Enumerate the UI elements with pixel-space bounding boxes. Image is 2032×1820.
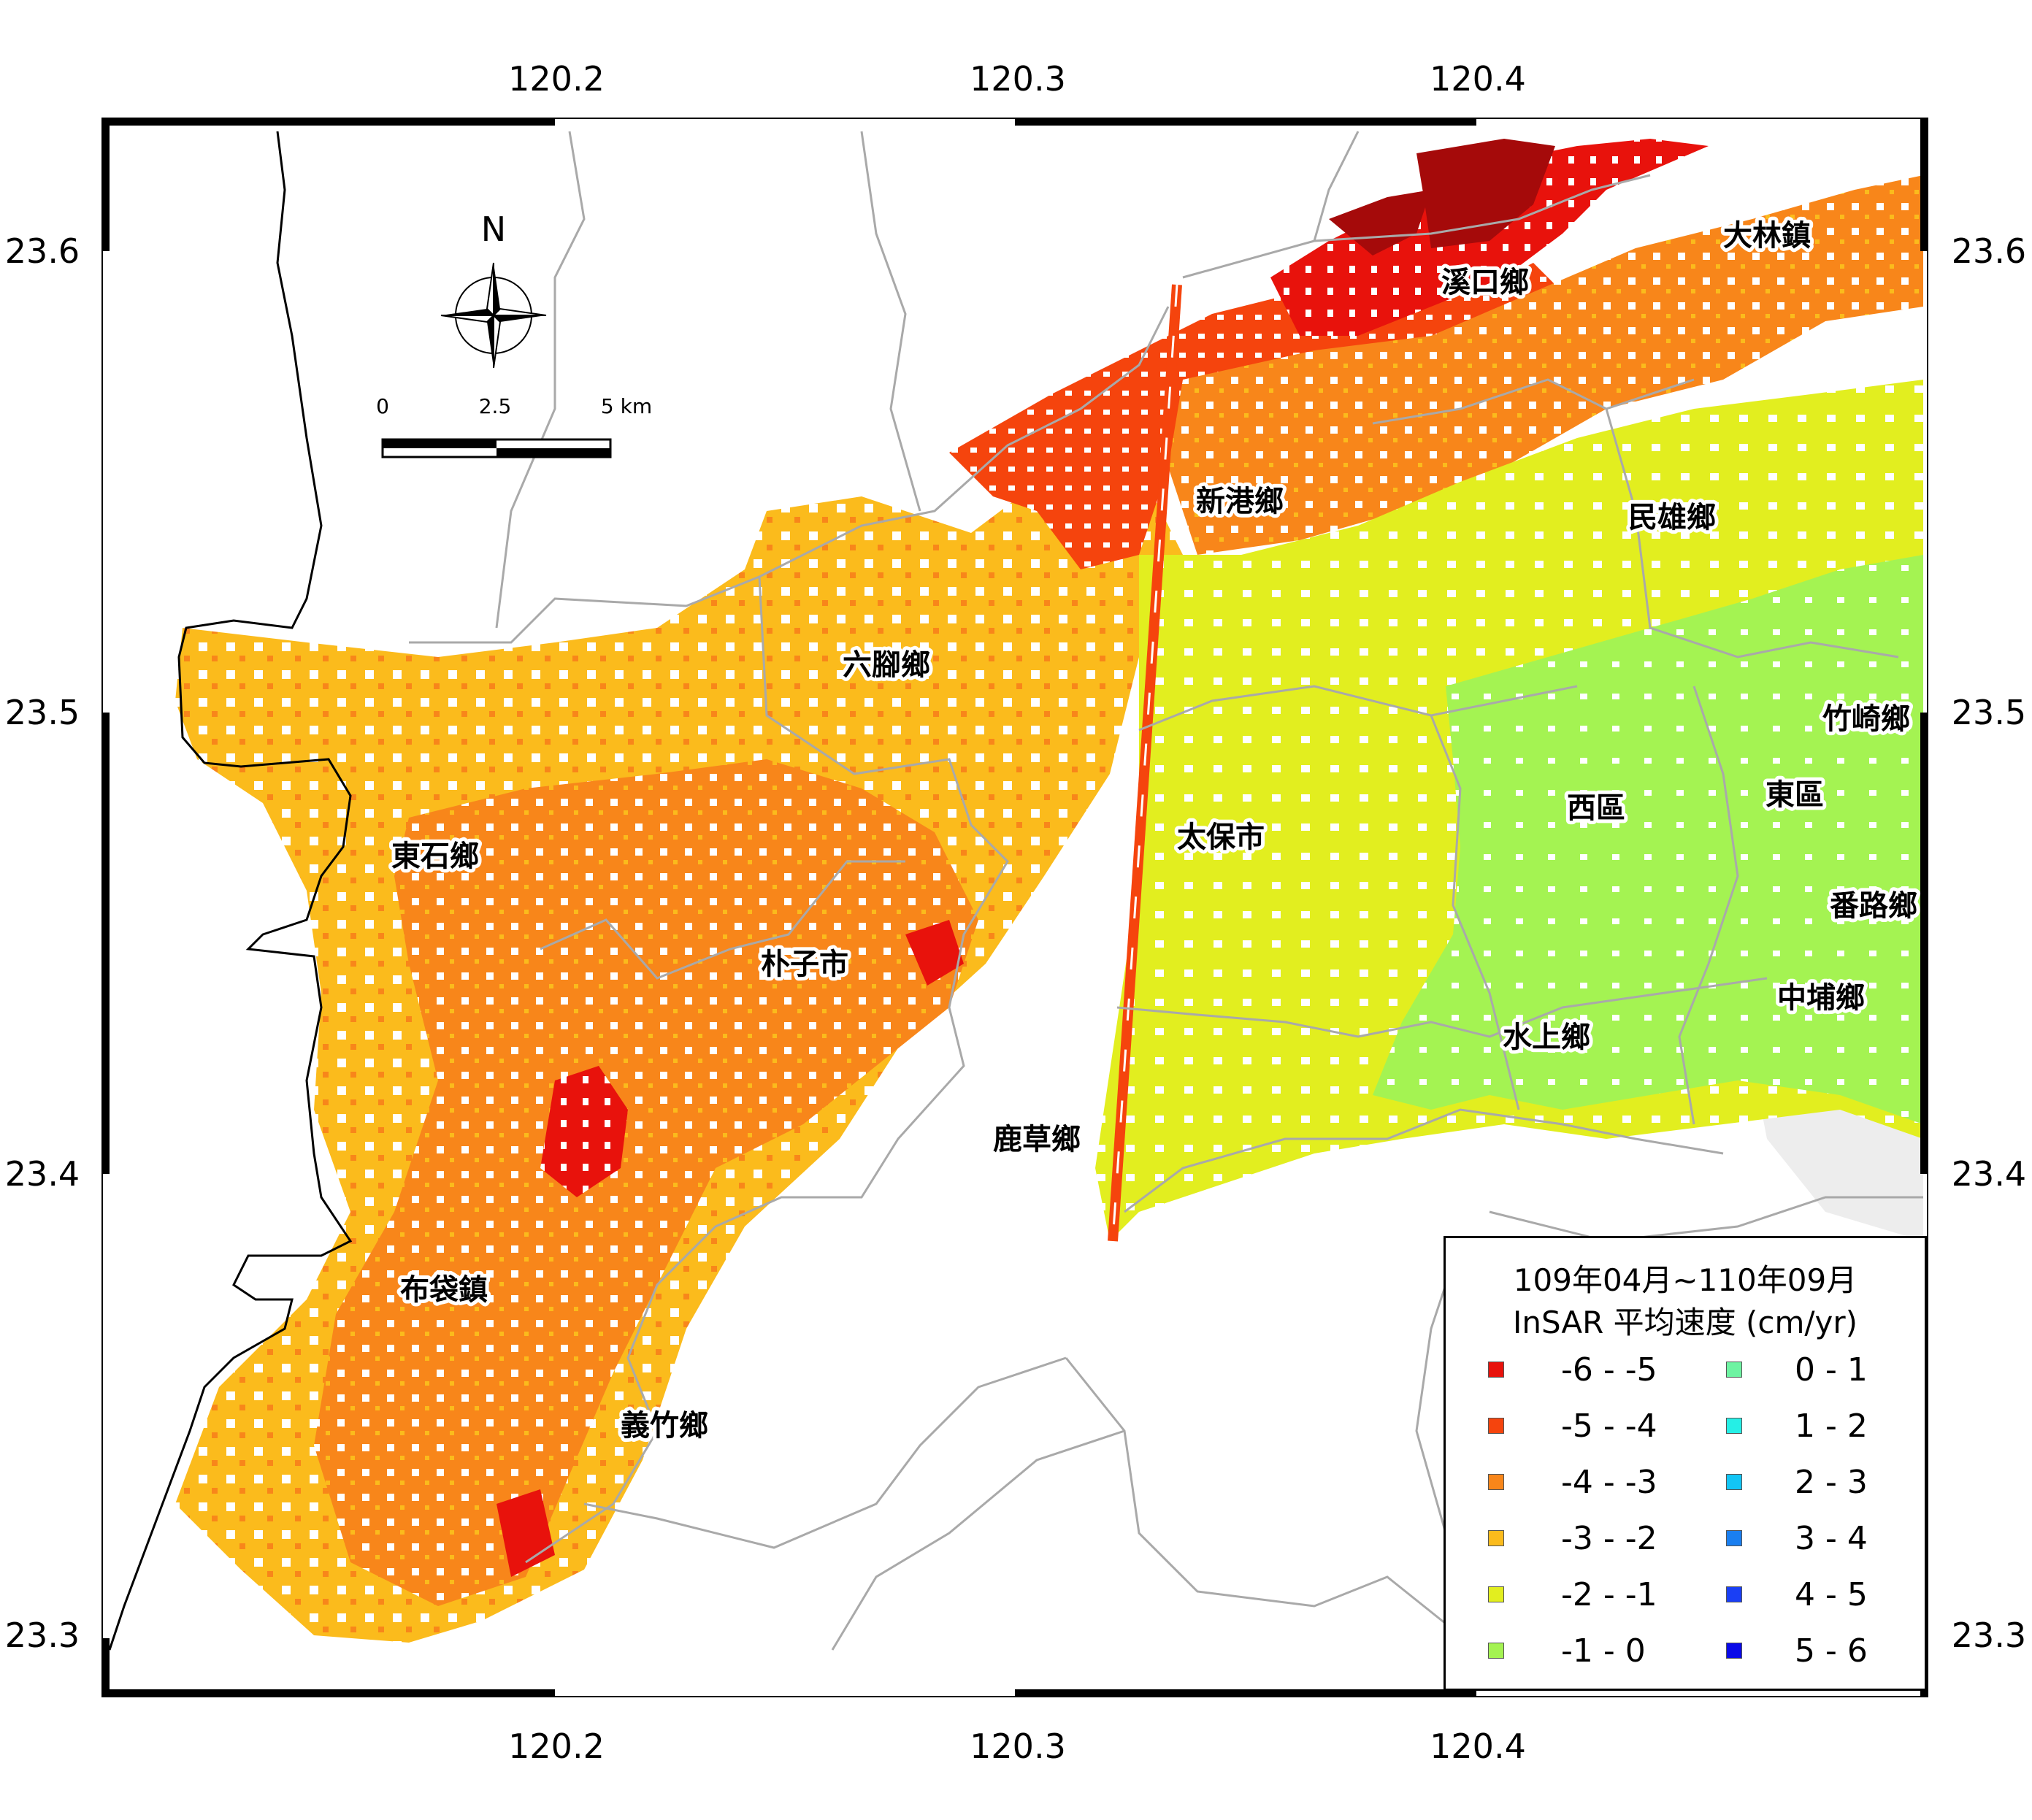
- legend-item: -1 - 0: [1488, 1632, 1646, 1670]
- legend-label: 0 - 1: [1795, 1351, 1868, 1389]
- lon-ticks-top: 120.2 120.3 120.4: [508, 59, 1526, 99]
- town-label: 新港鄉: [1196, 485, 1284, 518]
- lat-tick-left-3: 23.4: [5, 1154, 80, 1194]
- town-label: 民雄鄉: [1628, 501, 1716, 534]
- lon-tick-bottom-3: 120.4: [1430, 1727, 1526, 1766]
- zone-red-south: [540, 1066, 628, 1197]
- zone-darkred-2: [1416, 139, 1555, 248]
- compass-rose-icon: [440, 262, 547, 369]
- zone-green: [1373, 555, 1923, 1124]
- legend-swatch: [1488, 1418, 1504, 1434]
- legend-label: -4 - -3: [1561, 1463, 1657, 1501]
- town-label: 東區: [1765, 778, 1824, 812]
- legend-swatch: [1726, 1474, 1742, 1490]
- town-label: 竹崎鄉: [1822, 702, 1910, 736]
- legend-item: -2 - -1: [1488, 1576, 1657, 1613]
- town-label: 番路鄉: [1830, 889, 1917, 923]
- scale-label-0: 0: [376, 394, 389, 418]
- legend-item: -6 - -5: [1488, 1351, 1657, 1389]
- lon-tick-top-2: 120.3: [970, 59, 1066, 99]
- legend-item: 5 - 6: [1726, 1632, 1868, 1670]
- town-label: 水上鄉: [1503, 1021, 1590, 1054]
- legend-label: 2 - 3: [1795, 1463, 1868, 1501]
- scale-bar: 0 2.5 5 km: [376, 394, 652, 458]
- zone-red-yizhu: [497, 1489, 555, 1577]
- town-label: 布袋鎮: [400, 1273, 488, 1307]
- town-label: 太保市: [1177, 821, 1265, 854]
- lat-ticks-left: 23.6 23.5 23.4 23.3: [5, 231, 80, 1655]
- legend-swatch: [1726, 1643, 1742, 1659]
- north-label: N: [481, 210, 506, 249]
- legend-label: -6 - -5: [1561, 1351, 1657, 1389]
- legend-swatch: [1726, 1586, 1742, 1602]
- legend-item: 1 - 2: [1726, 1408, 1868, 1445]
- legend-label: -5 - -4: [1561, 1407, 1657, 1445]
- legend-swatch: [1726, 1418, 1742, 1434]
- lon-tick-bottom-1: 120.2: [508, 1727, 605, 1766]
- legend-title-period: 109年04月~110年09月: [1513, 1262, 1857, 1298]
- legend-swatch: [1488, 1362, 1504, 1378]
- legend-item: -5 - -4: [1488, 1408, 1657, 1445]
- town-label: 義竹鄉: [621, 1409, 708, 1443]
- legend-item: 4 - 5: [1726, 1576, 1868, 1613]
- legend-label: 4 - 5: [1795, 1575, 1868, 1613]
- town-label: 東石鄉: [391, 840, 479, 873]
- legend: 109年04月~110年09月 InSAR 平均速度 (cm/yr) -6 - …: [1444, 1236, 1927, 1691]
- north-arrow: N: [440, 210, 547, 369]
- map-area: [107, 123, 1923, 1692]
- legend-label: 5 - 6: [1795, 1632, 1868, 1670]
- lat-tick-right-1: 23.6: [1952, 231, 2026, 271]
- legend-title-measure: InSAR 平均速度 (cm/yr): [1512, 1305, 1858, 1340]
- town-label: 大林鎮: [1723, 219, 1811, 253]
- legend-label: 1 - 2: [1795, 1407, 1868, 1445]
- lat-tick-left-4: 23.3: [5, 1616, 80, 1655]
- legend-label: 3 - 4: [1795, 1519, 1868, 1557]
- legend-swatch: [1488, 1474, 1504, 1490]
- legend-swatch: [1726, 1362, 1742, 1378]
- lat-ticks-right: 23.6 23.5 23.4 23.3: [1952, 231, 2026, 1655]
- township-boundaries: [409, 131, 1923, 1651]
- lat-tick-right-3: 23.4: [1952, 1154, 2026, 1194]
- zone-red-puzi: [905, 920, 964, 986]
- coastline: [108, 131, 353, 1651]
- legend-item: 3 - 4: [1726, 1520, 1868, 1557]
- legend-item: -4 - -3: [1488, 1464, 1657, 1501]
- legend-item: -3 - -2: [1488, 1520, 1657, 1557]
- legend-label: -3 - -2: [1561, 1519, 1657, 1557]
- lat-tick-right-4: 23.3: [1952, 1616, 2026, 1655]
- lon-tick-bottom-2: 120.3: [970, 1727, 1066, 1766]
- scale-label-5km: 5 km: [601, 394, 652, 418]
- town-label: 中埔鄉: [1777, 981, 1865, 1015]
- legend-item: 0 - 1: [1726, 1351, 1868, 1389]
- legend-swatch: [1726, 1530, 1742, 1546]
- lon-ticks-bottom: 120.2 120.3 120.4: [508, 1727, 1526, 1766]
- scale-label-2-5: 2.5: [479, 394, 512, 418]
- town-label: 六腳鄉: [843, 648, 930, 682]
- lat-tick-right-2: 23.5: [1952, 693, 2026, 732]
- legend-label: -2 - -1: [1561, 1575, 1657, 1613]
- legend-label: -1 - 0: [1561, 1632, 1646, 1670]
- legend-item: 2 - 3: [1726, 1464, 1868, 1501]
- lat-tick-left-1: 23.6: [5, 231, 80, 271]
- legend-swatch: [1488, 1530, 1504, 1546]
- town-label: 溪口鄉: [1441, 266, 1529, 299]
- graduated-border: [102, 118, 1928, 1697]
- township-labels: 溪口鄉 大林鎮 新港鄉 民雄鄉 六腳鄉 竹崎鄉 西區 東區 東石鄉 太保市 番路…: [388, 215, 1921, 1446]
- town-label: 鹿草鄉: [993, 1123, 1081, 1156]
- lon-tick-top-1: 120.2: [508, 59, 605, 99]
- town-label: 朴子市: [761, 948, 848, 981]
- zone-orange: [314, 759, 978, 1606]
- legend-swatch: [1488, 1643, 1504, 1659]
- lon-tick-top-3: 120.4: [1430, 59, 1526, 99]
- town-label: 西區: [1567, 791, 1625, 825]
- legend-swatch: [1488, 1586, 1504, 1602]
- zone-orange-northeast: [1168, 175, 1923, 555]
- lat-tick-left-2: 23.5: [5, 693, 80, 732]
